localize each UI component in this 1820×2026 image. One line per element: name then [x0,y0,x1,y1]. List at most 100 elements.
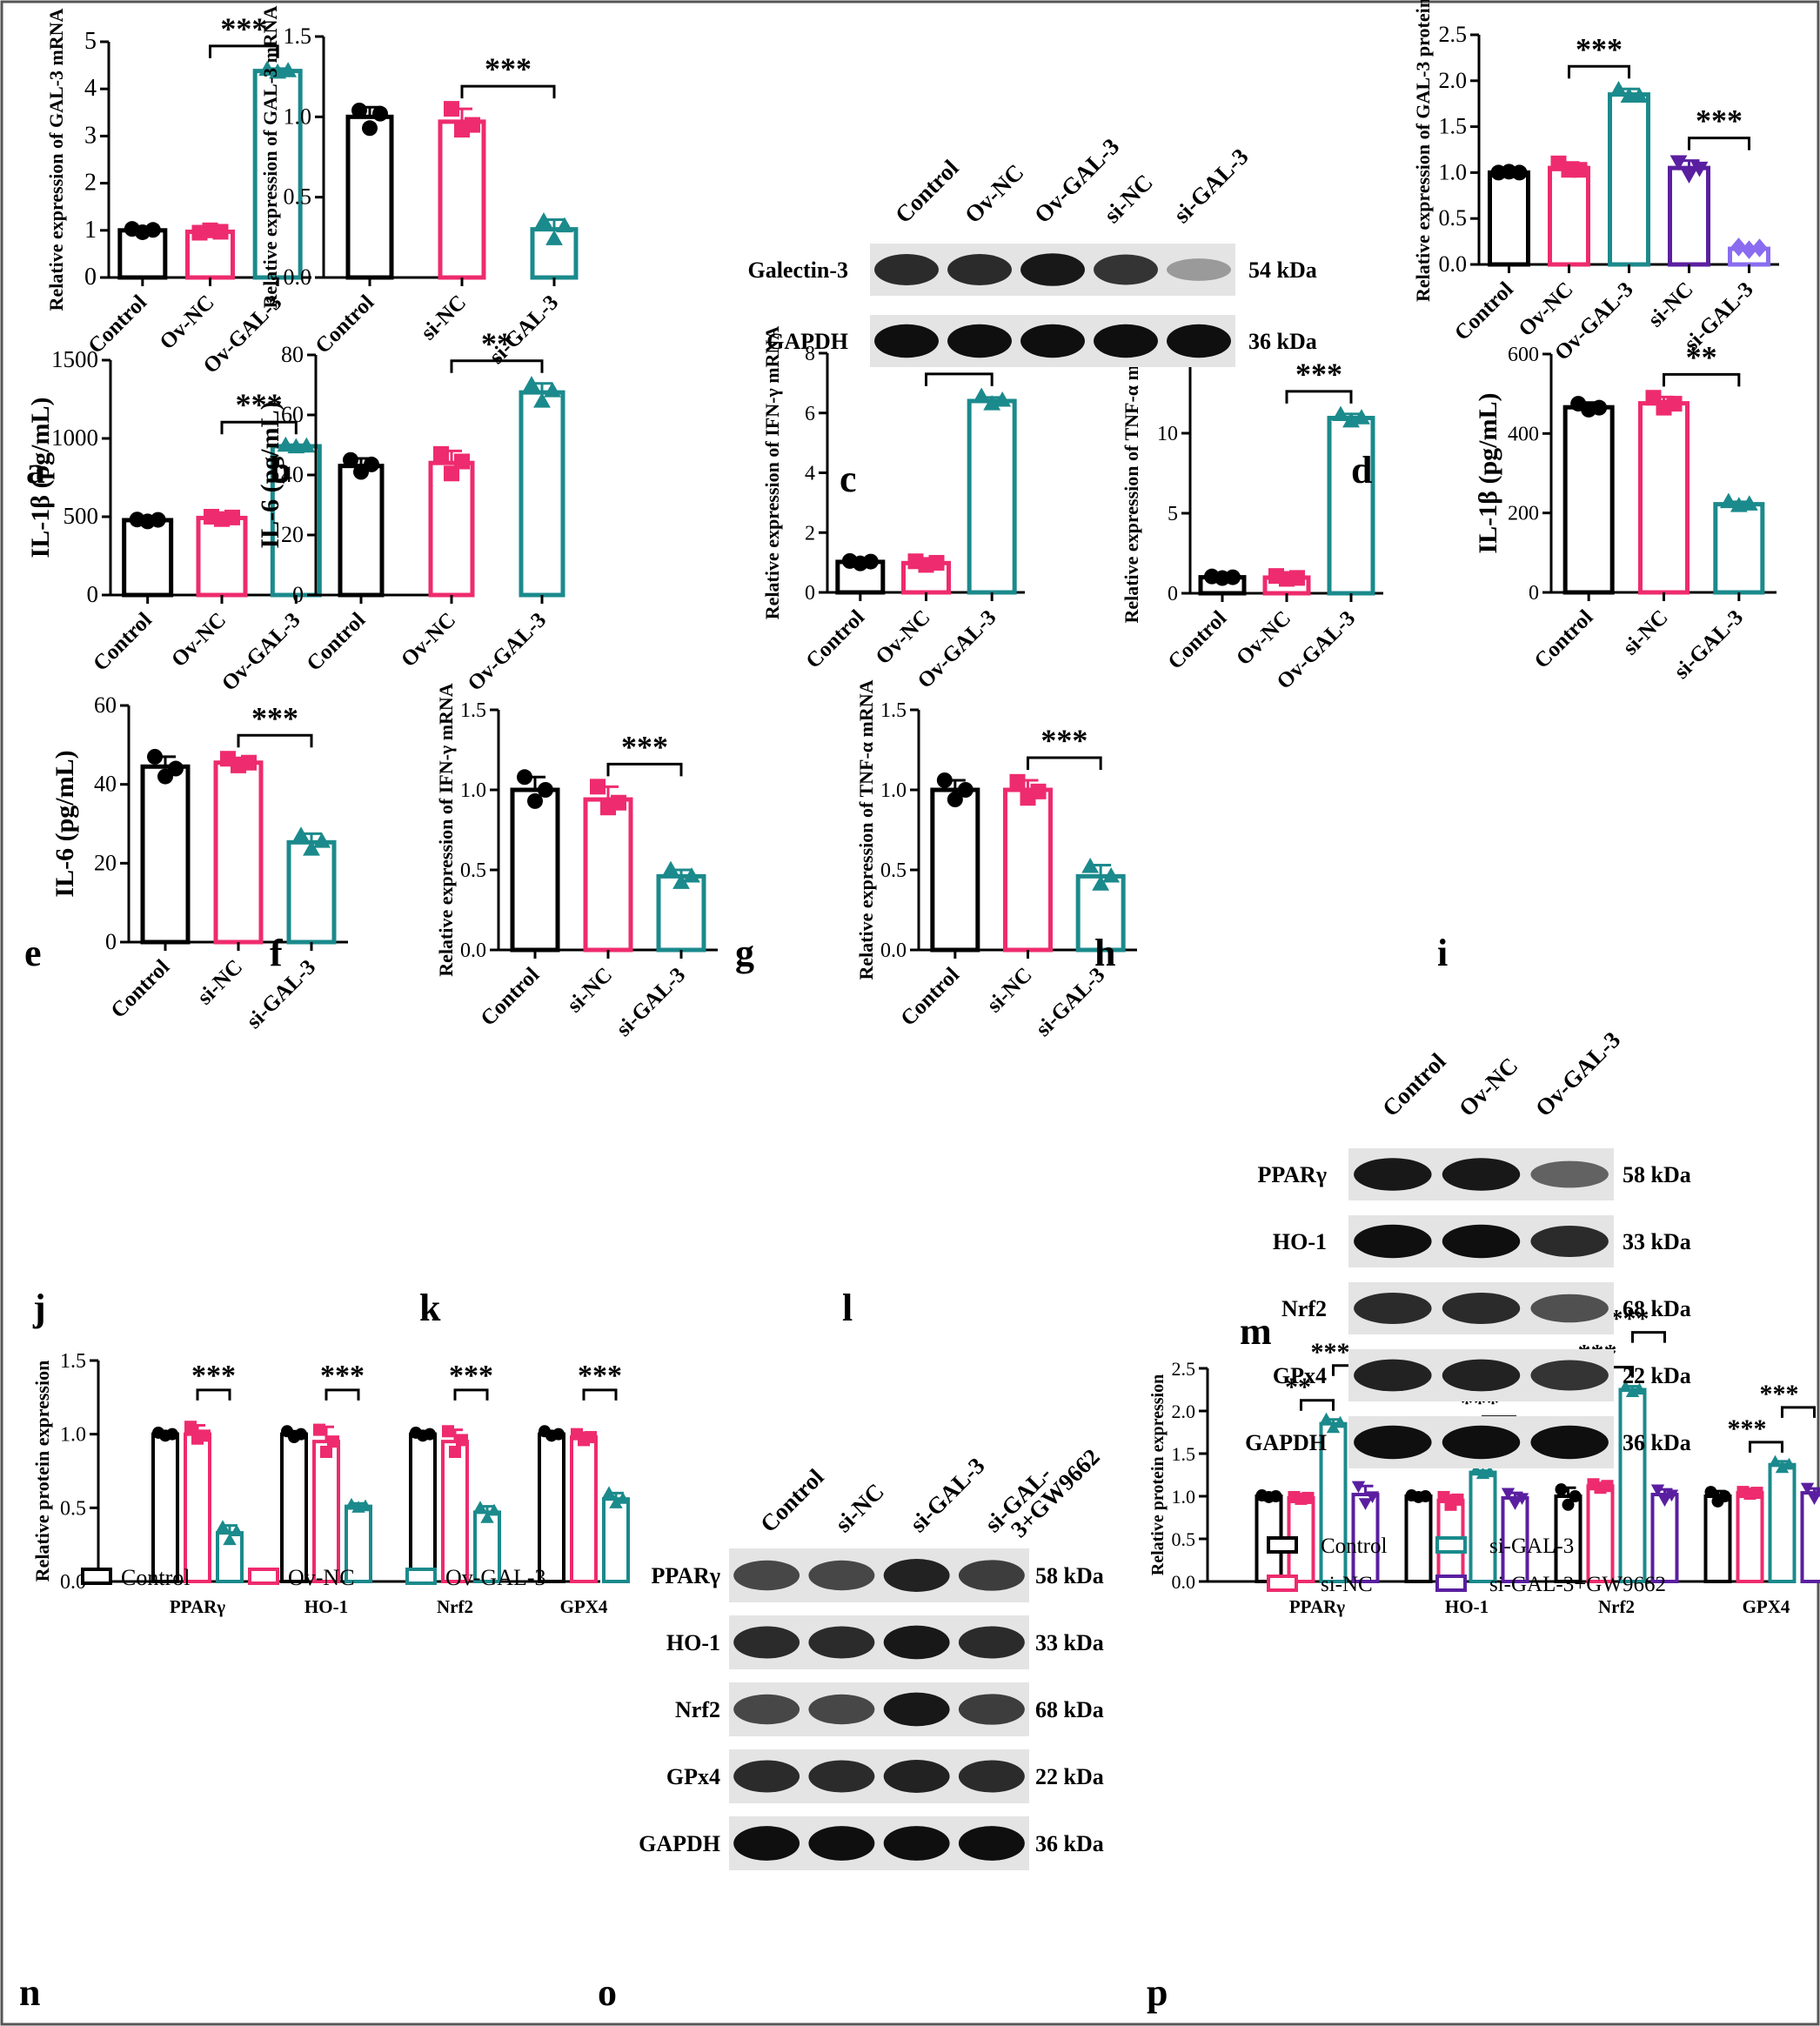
panel-letter-j: j [32,1287,46,1329]
blot-kda-label: 58 kDa [1623,1162,1691,1187]
bar-Control [930,787,980,953]
blot-kda-label: 68 kDa [1623,1296,1691,1321]
data-point [1814,1488,1820,1498]
bar-Ov-NC [428,460,475,598]
data-point [372,105,388,122]
data-point [1718,1490,1731,1502]
data-point [343,451,358,468]
legend-label-Control: Control [121,1565,190,1590]
significance-label: *** [220,11,267,46]
bar-si-GAL-3-GPX4 [1768,1462,1797,1583]
data-point [928,554,945,571]
data-point [683,867,700,883]
significance-bracket [209,44,279,58]
significance-label: *** [251,700,298,735]
significance-bracket [1568,64,1630,79]
bar-Control [1488,170,1530,267]
data-point [1741,240,1757,259]
bar-Ov-NC-HO-1 [312,1440,340,1583]
significance-label: *** [449,1360,493,1392]
data-point [1301,1491,1315,1504]
blot-band [1354,1224,1432,1259]
legend-label-Ov-NC: Ov-NC [288,1565,355,1590]
blot-row-label: GPx4 [1273,1363,1327,1388]
y-tick-label: 0.5 [460,859,486,882]
bar-Control [338,464,385,598]
data-point [533,392,551,408]
y-tick-label: 2.0 [1439,68,1468,93]
bar-si-NC [1638,401,1690,595]
blot-band [883,1625,950,1660]
significance-label: ** [481,326,512,361]
data-point [449,1445,461,1458]
data-point [1740,495,1758,511]
y-tick-label: 0 [1168,583,1178,605]
blot-band [733,1760,800,1793]
data-point [327,1435,339,1448]
x-tick-label: HO-1 [1445,1596,1489,1617]
legend-icon-Ov-NC [248,1568,279,1585]
y-tick-label: 0.5 [60,1497,86,1520]
data-point [454,453,470,470]
data-point [144,222,161,238]
y-tick-label: 6 [805,403,815,425]
blot-band [1442,1224,1521,1259]
bar-Ov-GAL-3 [967,398,1017,595]
bar-Control [140,764,191,945]
bar-si-GAL-3-PPARγ [1319,1421,1348,1583]
y-tick-label: 200 [1508,503,1539,525]
significance-label: *** [1040,723,1087,758]
y-axis-label: Relative expression of TNF-α mRNA [1121,323,1142,623]
blot-band [1094,254,1158,285]
x-tick-label: Nrf2 [437,1596,473,1617]
y-tick-label: 500 [64,503,99,529]
data-point [351,102,367,118]
y-axis-label: IL-6 (pg/mL) [50,750,79,897]
data-point [147,748,163,765]
y-tick-label: 1.5 [880,699,907,722]
blot-band [1530,1425,1609,1460]
blot-band [1020,324,1085,358]
y-tick-label: 1.0 [880,779,907,802]
data-point [166,1428,178,1441]
y-tick-label: 0.0 [1172,1571,1196,1593]
blot-row-label: HO-1 [1273,1229,1327,1254]
x-tick-label: Nrf2 [1598,1596,1635,1617]
blot-row-label: GAPDH [1245,1430,1327,1455]
data-point [1664,1489,1679,1502]
y-tick-label: 0.0 [460,939,486,962]
legend-label-si-GAL-3: si-GAL-3 [1489,1535,1574,1558]
blot-band [1442,1293,1521,1324]
bar-si-NC [1003,787,1053,953]
bar-Ov-GAL-3 [270,444,322,598]
blot-band [1530,1294,1609,1323]
blot-band [883,1692,950,1727]
data-point [957,782,974,798]
bar-si-NC [583,797,633,953]
blot-band [1020,253,1085,286]
blot-kda-label: 68 kDa [1035,1697,1104,1722]
panel-letter-m: m [1240,1310,1272,1353]
data-point [1669,155,1688,171]
data-point [345,1497,358,1510]
y-tick-label: 80 [281,342,304,367]
data-point [1750,1487,1763,1500]
y-axis-label: Relative expression of GAL-3 mRNA [45,8,67,311]
y-tick-label: 1.5 [60,1350,86,1373]
data-point [544,382,561,398]
data-point [223,1533,237,1546]
y-tick-label: 1000 [51,425,98,451]
blot-kda-label: 58 kDa [1035,1563,1104,1588]
blot-kda-label: 33 kDa [1035,1630,1104,1655]
blot-row-label: GAPDH [639,1831,720,1856]
data-point [862,553,879,570]
panel-letter-g: g [735,932,754,974]
y-tick-label: 1.0 [60,1424,86,1447]
data-point [1768,1454,1783,1468]
data-point [994,391,1012,407]
data-point [1618,1380,1633,1393]
data-point [545,230,563,245]
data-point [444,465,459,482]
blot-band [1530,1160,1609,1188]
